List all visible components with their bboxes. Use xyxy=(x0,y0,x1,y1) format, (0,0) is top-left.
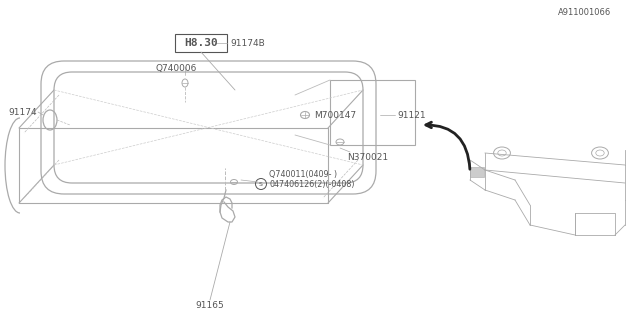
Text: 91121: 91121 xyxy=(397,110,426,119)
Bar xyxy=(175,34,227,52)
Bar xyxy=(330,80,415,145)
Text: N370021: N370021 xyxy=(347,153,388,162)
Text: 91165: 91165 xyxy=(196,301,225,310)
Bar xyxy=(470,167,484,177)
Text: H8.30: H8.30 xyxy=(184,38,218,48)
Text: Q740006: Q740006 xyxy=(155,63,196,73)
Text: S: S xyxy=(259,181,263,187)
Text: M700147: M700147 xyxy=(314,110,356,119)
Text: Q740011(0409- ): Q740011(0409- ) xyxy=(269,170,337,179)
Text: 047406126(2)(-0408): 047406126(2)(-0408) xyxy=(269,180,355,188)
Text: 91174B: 91174B xyxy=(230,38,265,47)
Text: A911001066: A911001066 xyxy=(558,7,611,17)
Text: 91174: 91174 xyxy=(8,108,36,116)
